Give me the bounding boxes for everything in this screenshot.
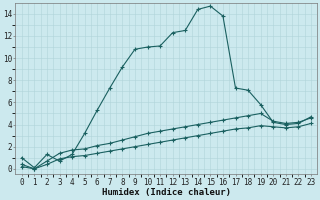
- X-axis label: Humidex (Indice chaleur): Humidex (Indice chaleur): [102, 188, 231, 197]
